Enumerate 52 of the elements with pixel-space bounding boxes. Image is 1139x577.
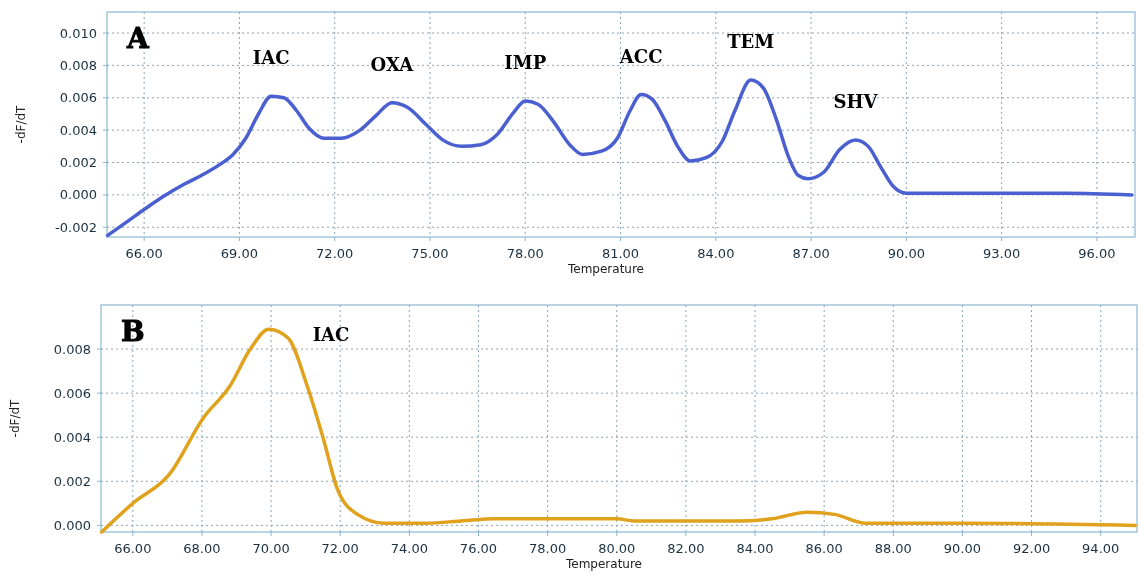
y-tick-label: 0.000 [59, 187, 97, 203]
annotation: IAC [312, 324, 350, 346]
x-tick-label: 88.00 [874, 541, 912, 556]
y-tick-label: 0.010 [59, 25, 97, 41]
x-tick-label: 70.00 [252, 541, 290, 556]
x-tick-label: 75.00 [411, 246, 449, 261]
x-tick-label: 72.00 [316, 246, 354, 261]
x-tick-label: 78.00 [506, 246, 544, 261]
y-tick-label: 0.008 [53, 341, 91, 357]
line-series [105, 78, 1134, 238]
x-tick-label: 96.00 [1078, 246, 1116, 261]
y-axis-title: -dF/dT [8, 398, 22, 438]
y-tick-label: 0.002 [59, 155, 97, 171]
x-tick-label: 90.00 [943, 541, 982, 556]
y-tick-label: 0.000 [53, 517, 91, 533]
x-tick-label: 78.00 [529, 541, 567, 556]
x-tick-label: 94.00 [1082, 541, 1120, 556]
x-tick-label: 81.00 [601, 246, 640, 261]
x-tick-label: 86.00 [805, 541, 843, 556]
x-axis-title: Temperature [566, 262, 645, 276]
y-tick-label: 0.006 [53, 385, 91, 401]
x-tick-label: 92.00 [1012, 541, 1051, 556]
annotation: OXA [370, 53, 415, 75]
x-tick-label: 66.00 [125, 246, 163, 261]
annotation: B [121, 315, 145, 348]
annotation: A [126, 22, 150, 55]
x-tick-label: 84.00 [697, 246, 735, 261]
y-tick-label: 0.002 [53, 473, 91, 489]
y-tick-label: 0.006 [59, 90, 97, 106]
annotation: IMP [504, 52, 547, 74]
annotation: IAC [252, 47, 290, 69]
x-tick-label: 82.00 [667, 541, 705, 556]
x-tick-label: 84.00 [736, 541, 774, 556]
annotation: ACC [618, 45, 663, 67]
x-tick-label: 74.00 [390, 541, 428, 556]
x-tick-label: 80.00 [598, 541, 636, 556]
y-axis-title: -dF/dT [14, 104, 28, 144]
y-tick-label: 0.004 [59, 122, 97, 138]
x-tick-label: 66.00 [114, 541, 152, 556]
x-tick-label: 72.00 [321, 541, 359, 556]
annotation: TEM [727, 30, 775, 52]
x-tick-label: 69.00 [220, 246, 259, 261]
x-axis-title: Temperature [564, 557, 643, 571]
x-tick-label: 93.00 [983, 246, 1021, 261]
y-tick-label: 0.008 [59, 57, 97, 73]
annotation: SHV [833, 90, 879, 112]
y-tick-label: 0.004 [53, 429, 91, 445]
x-tick-label: 87.00 [792, 246, 830, 261]
x-tick-label: 68.00 [183, 541, 221, 556]
x-tick-label: 90.00 [887, 246, 925, 261]
x-tick-label: 76.00 [459, 541, 498, 556]
y-tick-label: -0.002 [55, 219, 97, 235]
